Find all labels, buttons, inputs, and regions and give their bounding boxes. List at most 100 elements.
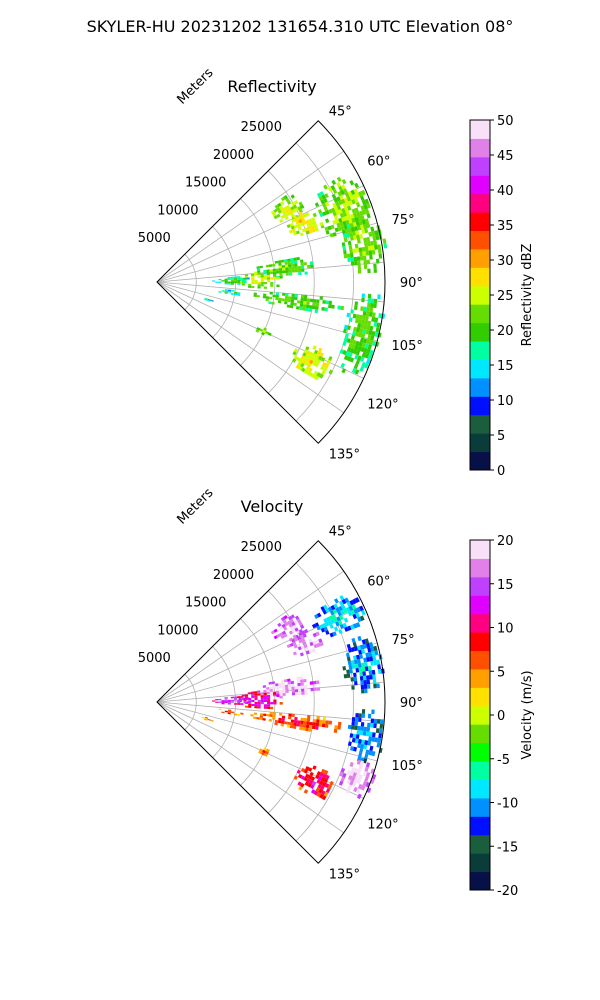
echo-gate [276,690,280,694]
echo-gate [312,718,317,723]
echo-gate [233,293,238,296]
echo-gate [366,348,371,355]
echo-gate [315,787,321,793]
echo-gate [352,598,357,605]
echo-gate [361,739,366,745]
colorbar-label: Velocity (m/s) [520,670,535,759]
echo-gate [281,682,285,686]
echo-region [250,711,342,734]
echo-gate [365,749,370,755]
echo-gate [321,306,325,311]
echo-gate [316,771,322,776]
echo-gate [227,282,231,285]
echo-gate [364,218,370,224]
echo-gate [288,686,292,691]
echo-gate [342,211,348,217]
echo-gate [367,740,372,746]
echo-gate [299,232,304,237]
echo-gate [221,701,225,703]
azimuth-tick-label: 120° [367,397,398,412]
echo-gate [303,297,308,302]
echo-gate [269,711,273,715]
echo-gate [233,291,238,294]
echo-gate [344,626,349,632]
echo-gate [267,702,271,705]
echo-gate [319,641,324,647]
echo-gate [295,230,300,235]
echo-gate [275,683,279,687]
colorbar-segment [470,816,490,836]
echo-gate [287,615,293,621]
echo-gate [240,703,244,706]
echo-gate [265,264,270,268]
echo-gate [361,228,366,234]
colorbar-segment [470,212,490,232]
echo-gate [248,705,252,708]
echo-region [339,293,386,375]
echo-gate [224,710,228,713]
echo-gate [266,269,270,273]
echo-gate [305,219,310,225]
echo-gate [375,728,380,734]
echo-gate [292,624,298,629]
echo-gate [298,631,303,637]
echo-gate [358,341,363,347]
echo-gate [361,639,366,645]
colorbar-segment [470,540,490,559]
echo-gate [357,663,362,668]
echo-region [338,759,377,800]
echo-gate [340,604,346,610]
echo-gate [300,717,304,722]
echo-gate [325,774,330,780]
echo-region [270,194,305,223]
echo-gate [286,644,291,649]
echo-gate [357,260,361,266]
echo-gate [343,324,348,330]
echo-gate [316,299,320,304]
echo-gate [236,276,241,279]
echo-gate [356,327,361,333]
echo-region [291,345,334,381]
echo-gate [350,309,354,314]
echo-gate [336,182,341,188]
echo-gate [312,212,317,218]
echo-gate [301,268,305,272]
echo-gate [341,178,347,185]
echo-gate [277,720,282,724]
echo-gate [293,719,298,724]
echo-gate [276,276,280,280]
echo-gate [367,241,371,247]
echo-gate [277,622,282,628]
echo-gate [263,697,268,700]
echo-gate [276,633,281,638]
echo-gate [297,205,302,211]
echo-gate [345,652,350,658]
echo-gate [348,218,353,224]
colorbar-segment [470,285,490,305]
echo-gate [210,719,214,722]
echo-gate [333,206,339,212]
echo-gate [329,610,335,616]
velocity-colorbar: -20 -15 -10 -5 0 5 10 15 20 Velocity (m/s) [469,534,535,899]
echo-gate [240,277,244,280]
echo-gate [268,301,272,305]
echo-gate [371,316,376,322]
echo-gate [325,788,331,794]
azimuth-gridline-55 [156,150,344,283]
echo-gate [294,686,298,690]
echo-gate [325,210,330,215]
echo-gate [259,328,264,332]
echo-gate [278,712,283,716]
echo-gate [294,296,298,301]
colorbar-tick-label: 45 [497,149,514,164]
echo-gate [286,724,291,728]
echo-gate [316,372,322,378]
echo-gate [362,671,367,676]
echo-gate [300,624,305,629]
echo-gate [313,684,317,688]
echo-gate [280,720,285,724]
echo-gate [291,263,295,267]
echo-gate [269,689,273,692]
echo-gate [286,224,291,229]
echo-gate [328,300,333,305]
